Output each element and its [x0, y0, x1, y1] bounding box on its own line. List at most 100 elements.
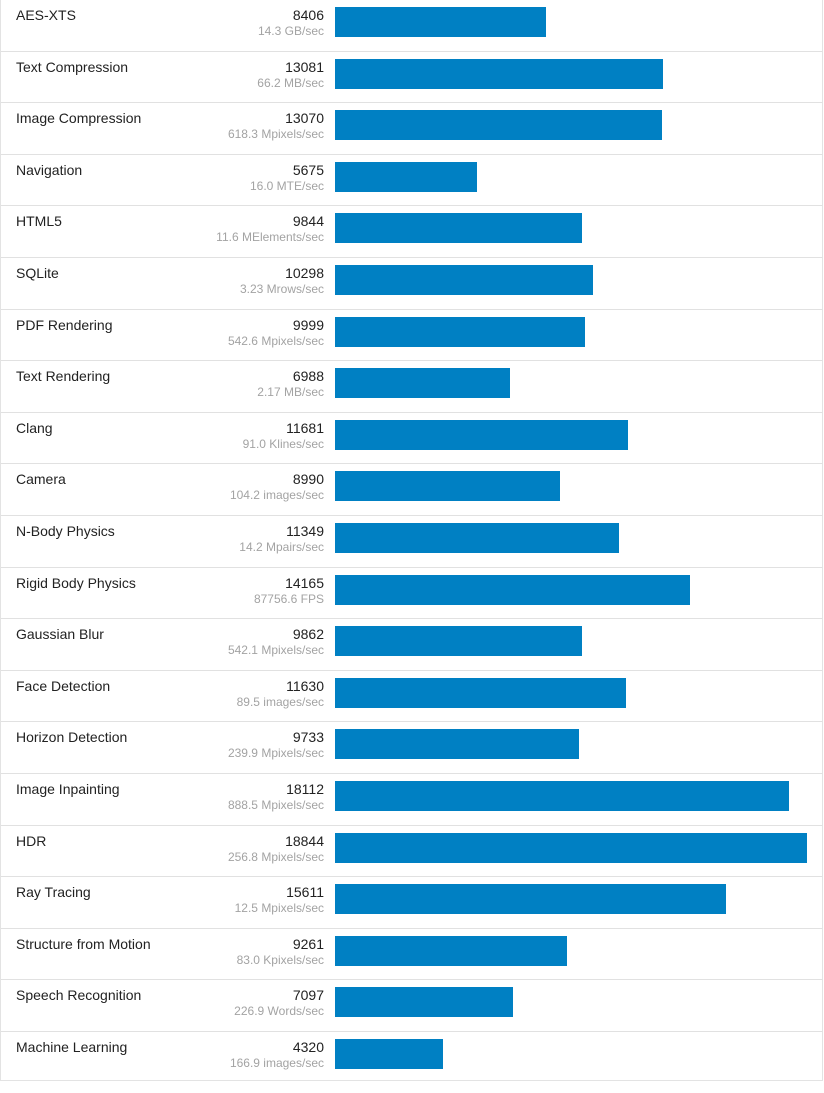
- score-bar: [335, 213, 582, 243]
- benchmark-name: Ray Tracing: [16, 884, 91, 900]
- benchmark-score: 8990: [292, 471, 324, 487]
- score-bar: [335, 471, 560, 501]
- benchmark-name: Gaussian Blur: [16, 626, 104, 642]
- benchmark-name: N-Body Physics: [16, 523, 115, 539]
- benchmark-score: 13070: [285, 110, 324, 126]
- benchmark-rate: 542.6 Mpixels/sec: [227, 334, 324, 348]
- benchmark-name: Text Compression: [16, 59, 129, 75]
- benchmark-name: Structure from Motion: [16, 936, 151, 952]
- benchmark-rate: 12.5 Mpixels/sec: [234, 901, 324, 915]
- table-row: Clang 11681 91.0 Klines/sec: [1, 413, 823, 464]
- benchmark-score: 7097: [292, 987, 324, 1003]
- benchmark-rate: 2.17 MB/sec: [257, 385, 324, 399]
- benchmark-name: Horizon Detection: [16, 729, 128, 745]
- benchmark-rate: 226.9 Words/sec: [234, 1004, 324, 1018]
- benchmark-name: Image Inpainting: [16, 781, 120, 797]
- benchmark-name: Machine Learning: [16, 1039, 128, 1055]
- benchmark-rate: 239.9 Mpixels/sec: [227, 746, 324, 760]
- benchmark-rate: 11.6 MElements/sec: [216, 230, 324, 244]
- benchmark-rate: 66.2 MB/sec: [257, 76, 324, 90]
- score-bar: [335, 523, 619, 553]
- benchmark-score: 13081: [285, 59, 324, 75]
- benchmark-name: Camera: [16, 471, 66, 487]
- table-row: Face Detection 11630 89.5 images/sec: [1, 671, 823, 722]
- table-row: Gaussian Blur 9862 542.1 Mpixels/sec: [1, 619, 823, 671]
- table-row: Ray Tracing 15611 12.5 Mpixels/sec: [1, 877, 823, 929]
- table-row: SQLite 10298 3.23 Mrows/sec: [1, 258, 823, 310]
- benchmark-name: HTML5: [16, 213, 62, 229]
- benchmark-score: 8406: [292, 7, 324, 23]
- score-bar: [335, 884, 726, 914]
- benchmark-score: 15611: [286, 884, 324, 900]
- score-bar: [335, 678, 626, 708]
- benchmark-name: HDR: [16, 833, 47, 849]
- benchmark-rate: 83.0 Kpixels/sec: [236, 953, 324, 967]
- score-bar: [335, 1039, 443, 1069]
- table-row: Structure from Motion 9261 83.0 Kpixels/se…: [1, 929, 823, 980]
- score-bar: [335, 833, 807, 863]
- benchmark-score: 9733: [292, 729, 324, 745]
- benchmark-rate: 14.3 GB/sec: [257, 24, 324, 38]
- table-row: Image Inpainting 18112 888.5 Mpixels/sec: [1, 774, 823, 826]
- table-row: PDF Rendering 9999 542.6 Mpixels/sec: [1, 310, 823, 361]
- score-bar: [335, 781, 789, 811]
- benchmark-score: 9999: [292, 317, 324, 333]
- benchmark-rate: 3.23 Mrows/sec: [239, 282, 324, 296]
- table-row: Text Compression 13081 66.2 MB/sec: [1, 52, 823, 103]
- benchmark-name: Text Rendering: [16, 368, 111, 384]
- benchmark-rate: 542.1 Mpixels/sec: [227, 643, 324, 657]
- table-row: Navigation 5675 16.0 MTE/sec: [1, 155, 823, 206]
- table-row: Text Rendering 6988 2.17 MB/sec: [1, 361, 823, 413]
- benchmark-rate: 89.5 images/sec: [236, 695, 324, 709]
- benchmark-rate: 256.8 Mpixels/sec: [227, 850, 324, 864]
- score-bar: [335, 317, 585, 347]
- benchmark-name: Face Detection: [16, 678, 111, 694]
- benchmark-score: 10298: [285, 265, 324, 281]
- score-bar: [335, 936, 567, 966]
- benchmark-score: 18112: [286, 781, 324, 797]
- benchmark-name: Navigation: [16, 162, 83, 178]
- table-row: Camera 8990 104.2 images/sec: [1, 464, 823, 516]
- table-row: Speech Recognition 7097 226.9 Words/sec: [1, 980, 823, 1032]
- benchmark-name: AES-XTS: [16, 7, 76, 23]
- table-row: HDR 18844 256.8 Mpixels/sec: [1, 826, 823, 877]
- benchmark-rate: 14.2 Mpairs/sec: [239, 540, 324, 554]
- benchmark-rate: 618.3 Mpixels/sec: [227, 127, 324, 141]
- benchmark-score: 14165: [285, 575, 324, 591]
- benchmark-score: 9862: [292, 626, 324, 642]
- benchmark-rate: 91.0 Klines/sec: [242, 437, 324, 451]
- benchmark-score: 11630: [286, 678, 324, 694]
- table-row: HTML5 9844 11.6 MElements/sec: [1, 206, 823, 258]
- benchmark-score: 6988: [292, 368, 324, 384]
- benchmark-score: 5675: [292, 162, 324, 178]
- benchmark-rate: 16.0 MTE/sec: [249, 179, 324, 193]
- benchmark-rate: 166.9 images/sec: [229, 1056, 324, 1070]
- benchmark-name: Rigid Body Physics: [16, 575, 136, 591]
- table-row: Horizon Detection 9733 239.9 Mpixels/sec: [1, 722, 823, 774]
- score-bar: [335, 575, 690, 605]
- benchmark-name: Clang: [16, 420, 53, 436]
- score-bar: [335, 7, 546, 37]
- score-bar: [335, 626, 582, 656]
- benchmark-rate: 104.2 images/sec: [229, 488, 324, 502]
- benchmark-score: 9261: [292, 936, 324, 952]
- table-row: Machine Learning 4320 166.9 images/sec: [1, 1032, 823, 1081]
- score-bar: [335, 368, 510, 398]
- benchmark-name: PDF Rendering: [16, 317, 113, 333]
- benchmark-score: 4320: [292, 1039, 324, 1055]
- benchmark-name: Speech Recognition: [16, 987, 142, 1003]
- benchmark-score: 11349: [286, 523, 324, 539]
- score-bar: [335, 59, 663, 89]
- benchmark-score: 9844: [292, 213, 324, 229]
- benchmark-rate: 888.5 Mpixels/sec: [227, 798, 324, 812]
- score-bar: [335, 420, 628, 450]
- score-bar: [335, 265, 593, 295]
- score-bar: [335, 162, 477, 192]
- table-row: N-Body Physics 11349 14.2 Mpairs/sec: [1, 516, 823, 568]
- benchmark-rate: 87756.6 FPS: [253, 592, 324, 606]
- benchmark-score: 11681: [286, 420, 324, 436]
- score-bar: [335, 110, 662, 140]
- score-bar: [335, 729, 579, 759]
- table-row: Image Compression 13070 618.3 Mpixels/sec: [1, 103, 823, 155]
